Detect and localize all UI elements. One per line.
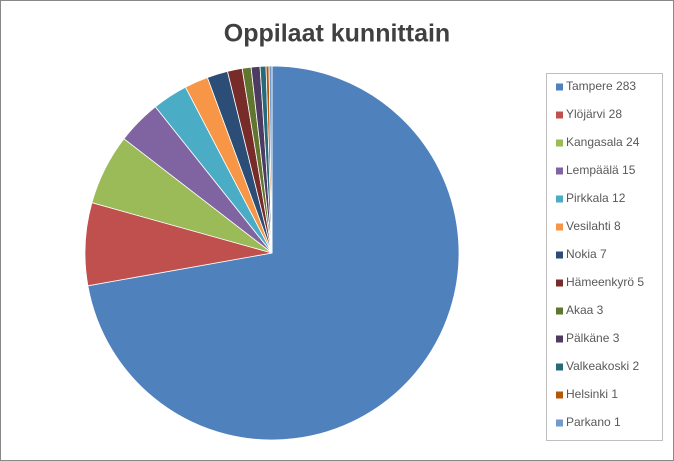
legend-swatch xyxy=(556,391,563,399)
legend-swatch xyxy=(556,139,563,147)
legend-box xyxy=(546,73,663,441)
legend-swatch xyxy=(556,307,563,315)
legend-label: Helsinki 1 xyxy=(566,387,618,401)
legend-label: Vesilahti 8 xyxy=(566,219,621,233)
pie-slice xyxy=(268,65,273,254)
legend-label: Valkeakoski 2 xyxy=(566,359,639,373)
legend-swatch xyxy=(556,251,563,259)
legend-label: Pälkäne 3 xyxy=(566,331,620,345)
chart-title: Oppilaat kunnittain xyxy=(224,20,450,48)
legend-swatch xyxy=(556,167,563,175)
pie-slice xyxy=(87,65,460,441)
legend-label: Nokia 7 xyxy=(566,247,607,261)
legend-swatch xyxy=(556,223,563,231)
legend-swatch xyxy=(556,363,563,371)
legend-swatch xyxy=(556,83,563,91)
legend-swatch xyxy=(556,279,563,287)
legend-swatch xyxy=(556,111,563,119)
legend-label: Lempäälä 15 xyxy=(566,163,636,177)
legend-swatch xyxy=(556,195,563,203)
legend-label: Ylöjärvi 28 xyxy=(566,107,622,121)
legend-label: Tampere 283 xyxy=(566,79,636,93)
legend-swatch xyxy=(556,335,563,343)
legend-label: Pirkkala 12 xyxy=(566,191,626,205)
legend-label: Akaa 3 xyxy=(566,303,604,317)
legend-label: Parkano 1 xyxy=(566,415,621,429)
legend-swatch xyxy=(556,419,563,427)
legend-label: Hämeenkyrö 5 xyxy=(566,275,644,289)
legend-label: Kangasala 24 xyxy=(566,135,640,149)
